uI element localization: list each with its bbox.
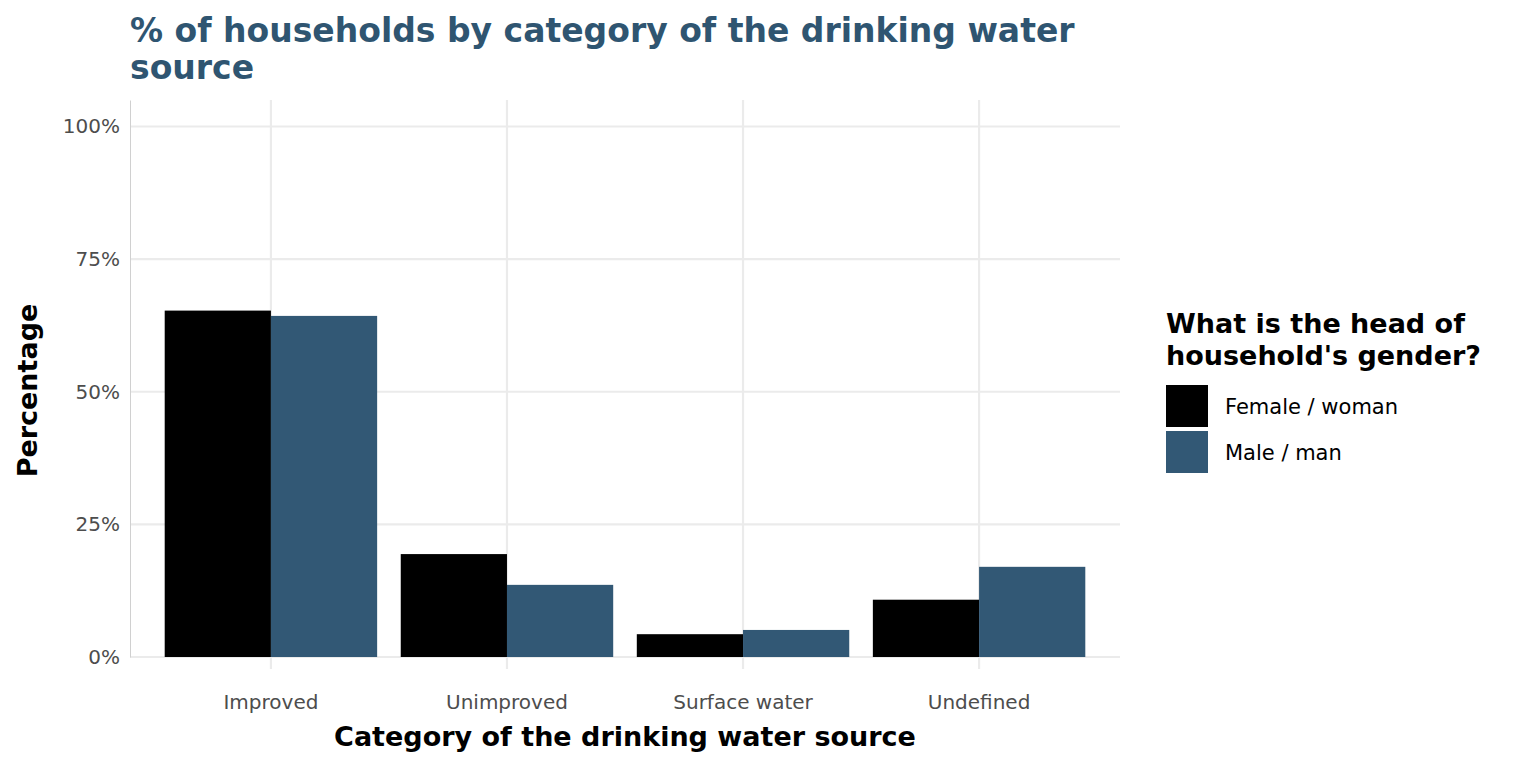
y-tick-label: 25% bbox=[76, 512, 120, 536]
y-tick: 0% bbox=[88, 645, 130, 669]
title: % of households by category of the drink… bbox=[130, 11, 1075, 87]
x-tick: Unimproved bbox=[446, 657, 568, 714]
y-tick-label: 75% bbox=[76, 247, 120, 271]
x-axis: Improved Unimproved Surface water Undefined bbox=[223, 657, 1030, 714]
y-axis: 0% 25% 50% 75% 100% bbox=[63, 101, 131, 669]
text-line: household's gender? bbox=[1166, 340, 1481, 371]
text-line: % of households by category of the drink… bbox=[130, 11, 1075, 50]
grid bbox=[130, 100, 1120, 669]
bar bbox=[271, 316, 377, 657]
legend: What is the head ofhousehold's gender? Fe… bbox=[1166, 308, 1481, 473]
legend-key bbox=[1166, 431, 1208, 473]
legend-key bbox=[1166, 385, 1208, 427]
x-tick: Improved bbox=[223, 657, 318, 714]
y-tick: 75% bbox=[76, 247, 130, 271]
y-tick-label: 100% bbox=[63, 114, 120, 138]
bar bbox=[873, 600, 979, 657]
bar bbox=[979, 567, 1085, 657]
x-tick: Surface water bbox=[673, 657, 813, 714]
x-tick-label: Unimproved bbox=[446, 690, 568, 714]
y-tick: 25% bbox=[76, 512, 130, 536]
y-tick: 100% bbox=[63, 114, 130, 138]
legend-label: Female / woman bbox=[1225, 395, 1398, 419]
legend-label: Male / man bbox=[1225, 441, 1342, 465]
chart: % of households by category of the drink… bbox=[0, 0, 1536, 768]
text-line: What is the head of bbox=[1166, 308, 1465, 339]
text-line: source bbox=[130, 48, 254, 87]
x-tick-label: Surface water bbox=[673, 690, 813, 714]
bar bbox=[743, 630, 849, 657]
y-tick: 50% bbox=[76, 380, 130, 404]
bar bbox=[165, 311, 271, 657]
y-axis-title: Percentage bbox=[12, 304, 43, 478]
y-axis-line bbox=[130, 101, 131, 658]
x-axis-title: Category of the drinking water source bbox=[334, 721, 916, 752]
x-grid-line bbox=[742, 100, 744, 669]
y-grid-line bbox=[130, 125, 1120, 127]
y-grid-line bbox=[130, 258, 1120, 260]
y-tick-label: 0% bbox=[88, 645, 120, 669]
bar bbox=[637, 634, 743, 657]
x-tick-label: Improved bbox=[223, 690, 318, 714]
bar bbox=[507, 585, 613, 657]
bar bbox=[401, 554, 507, 657]
bars bbox=[165, 311, 1086, 657]
x-tick: Undefined bbox=[928, 657, 1031, 714]
legend-title: What is the head ofhousehold's gender? bbox=[1166, 308, 1481, 371]
x-tick-label: Undefined bbox=[928, 690, 1031, 714]
y-tick-label: 50% bbox=[76, 380, 120, 404]
